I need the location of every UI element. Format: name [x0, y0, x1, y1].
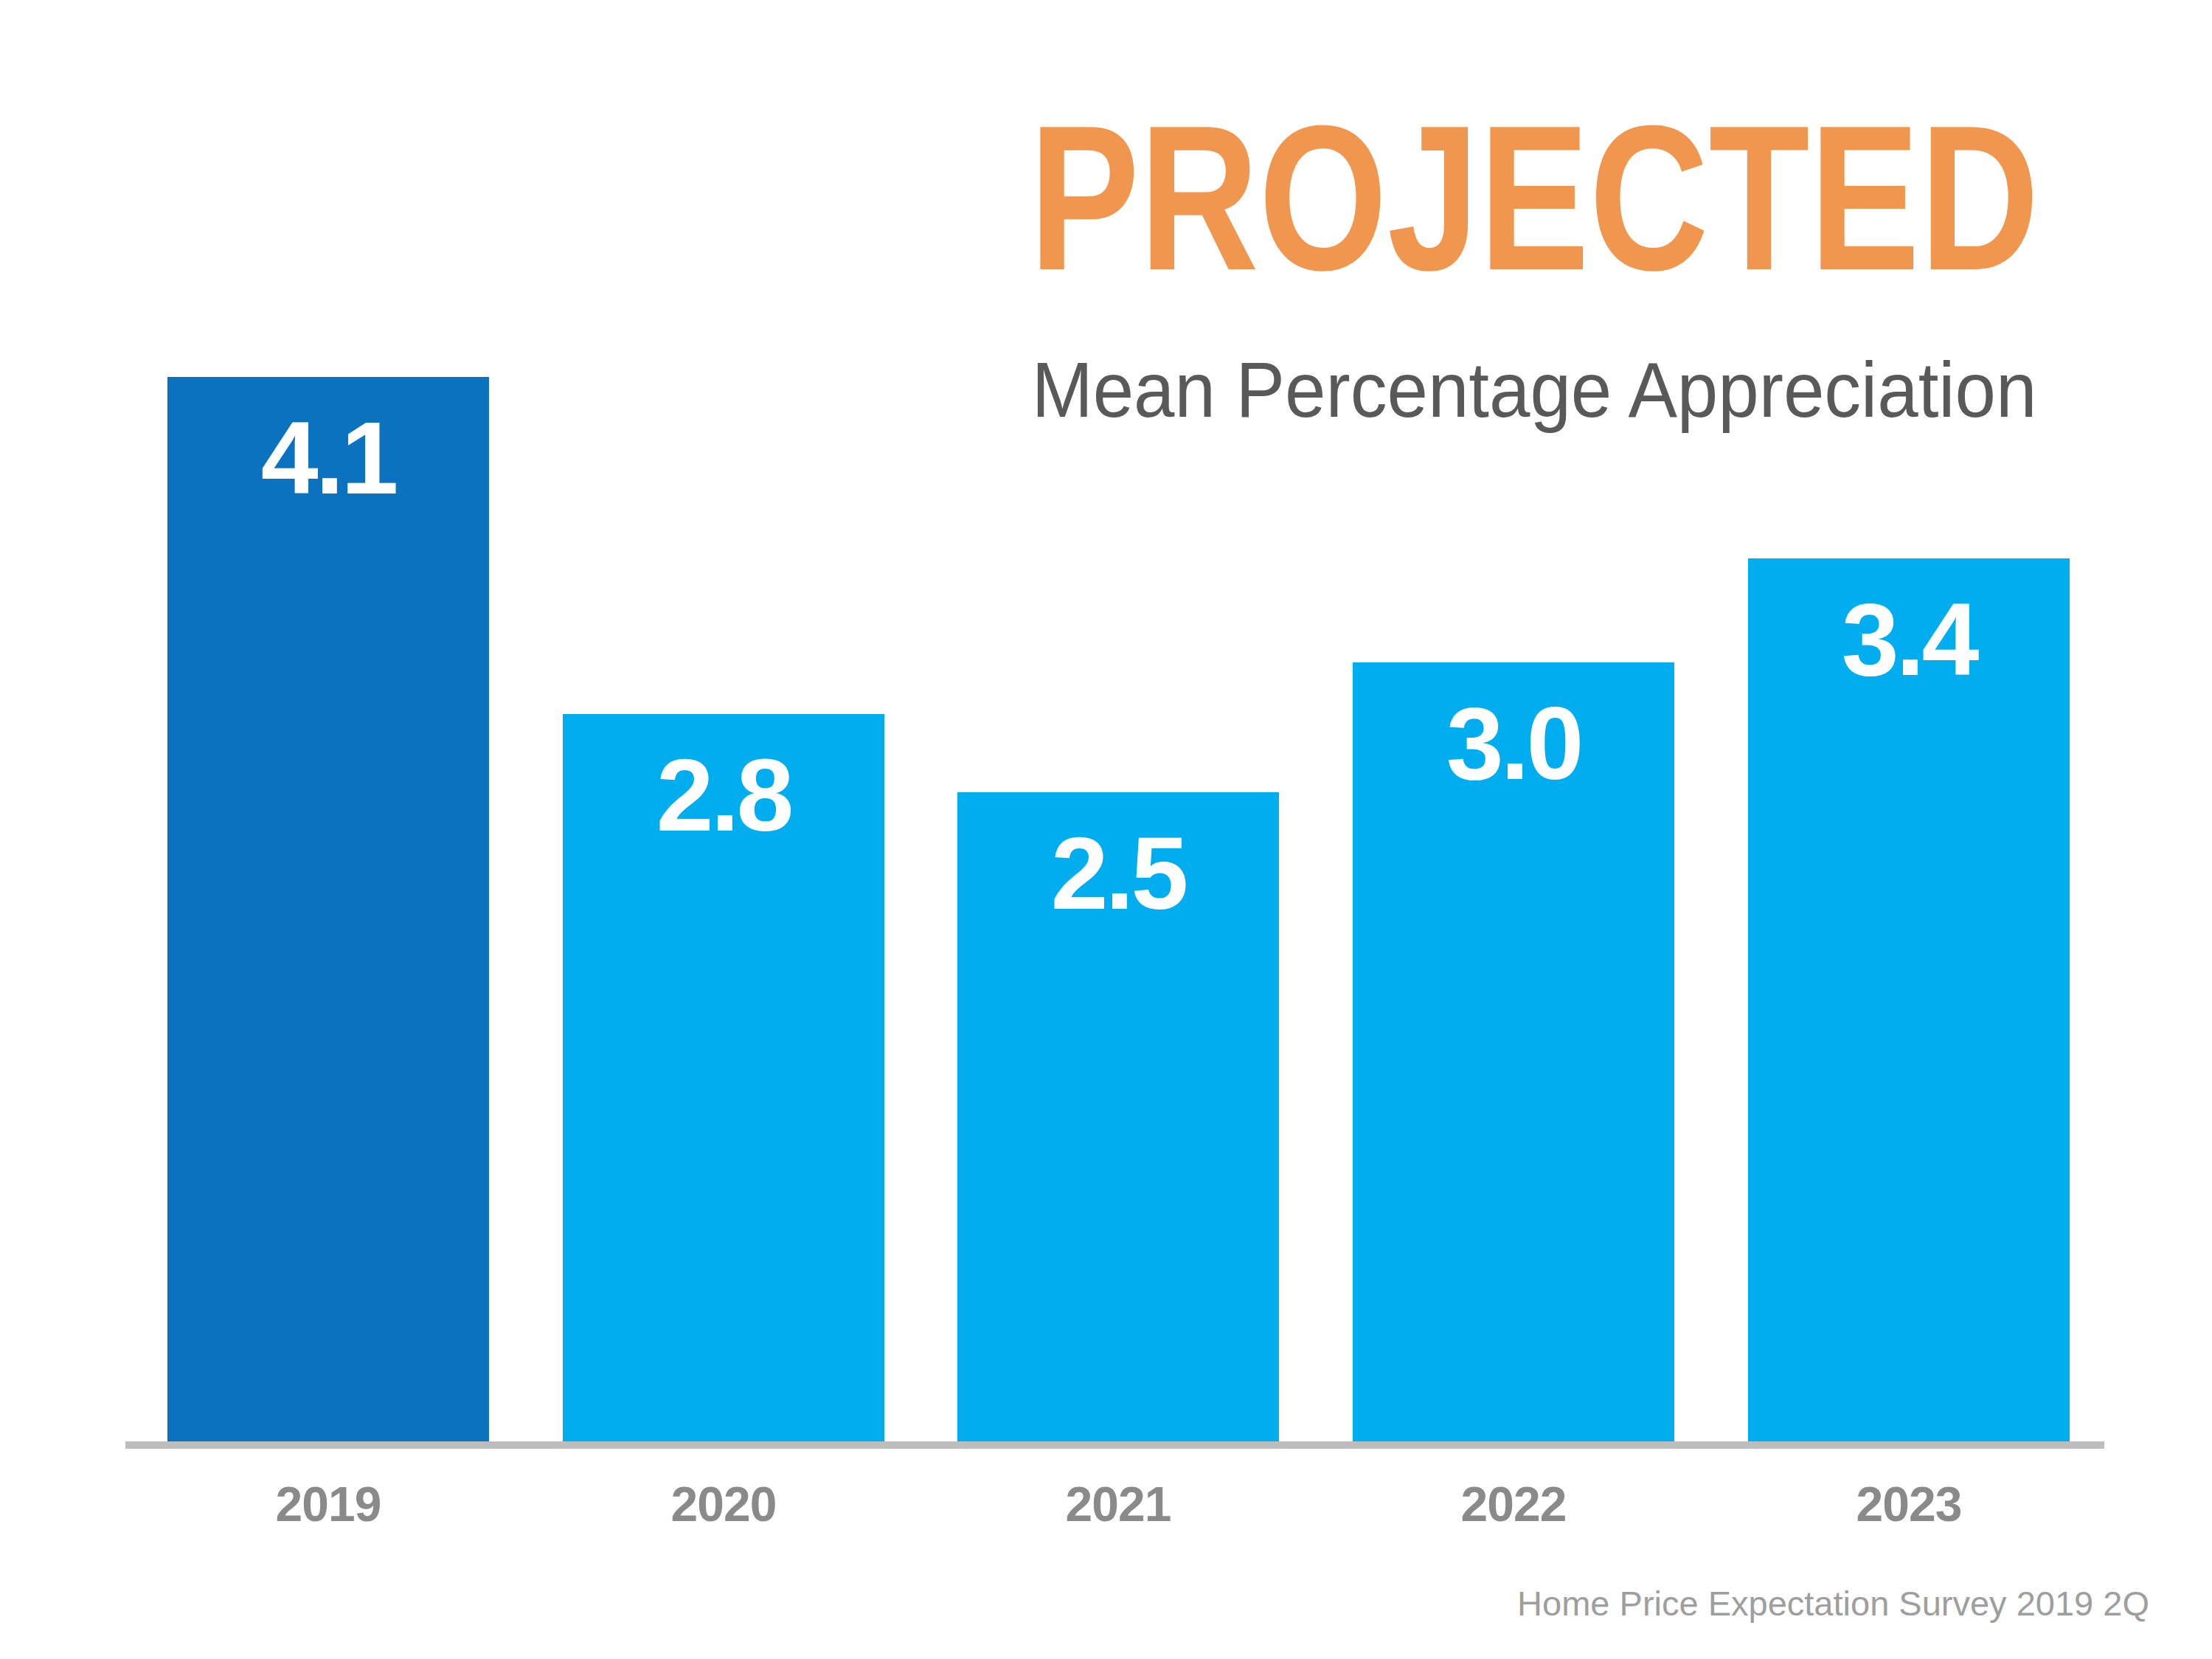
x-tick-label-2020: 2020 [563, 1480, 884, 1528]
bar-2022: 3.0 [1353, 662, 1674, 1441]
x-tick-label-2021: 2021 [957, 1480, 1279, 1528]
x-axis-line [125, 1441, 2104, 1449]
source-note: Home Price Expectation Survey 2019 2Q [1517, 1584, 2149, 1623]
bar-value-label-2023: 3.4 [1748, 588, 2070, 691]
bar-value-label-2020: 2.8 [563, 744, 884, 847]
x-tick-label-2022: 2022 [1353, 1480, 1674, 1528]
bar-2019: 4.1 [167, 377, 489, 1441]
x-tick-label-2019: 2019 [167, 1480, 489, 1528]
bar-value-label-2019: 4.1 [167, 406, 489, 510]
bar-2020: 2.8 [563, 714, 884, 1441]
bar-value-label-2022: 3.0 [1353, 692, 1674, 795]
x-tick-label-2023: 2023 [1748, 1480, 2070, 1528]
slide-canvas: PROJECTED Mean Percentage Appreciation 4… [0, 0, 2212, 1659]
bar-2023: 3.4 [1748, 558, 2070, 1441]
bar-chart-plot-area: 4.1 2.8 2.5 3.0 3.4 2019 2020 2021 2022 … [0, 0, 2212, 1659]
bar-value-label-2021: 2.5 [957, 822, 1279, 925]
bar-2021: 2.5 [957, 792, 1279, 1441]
